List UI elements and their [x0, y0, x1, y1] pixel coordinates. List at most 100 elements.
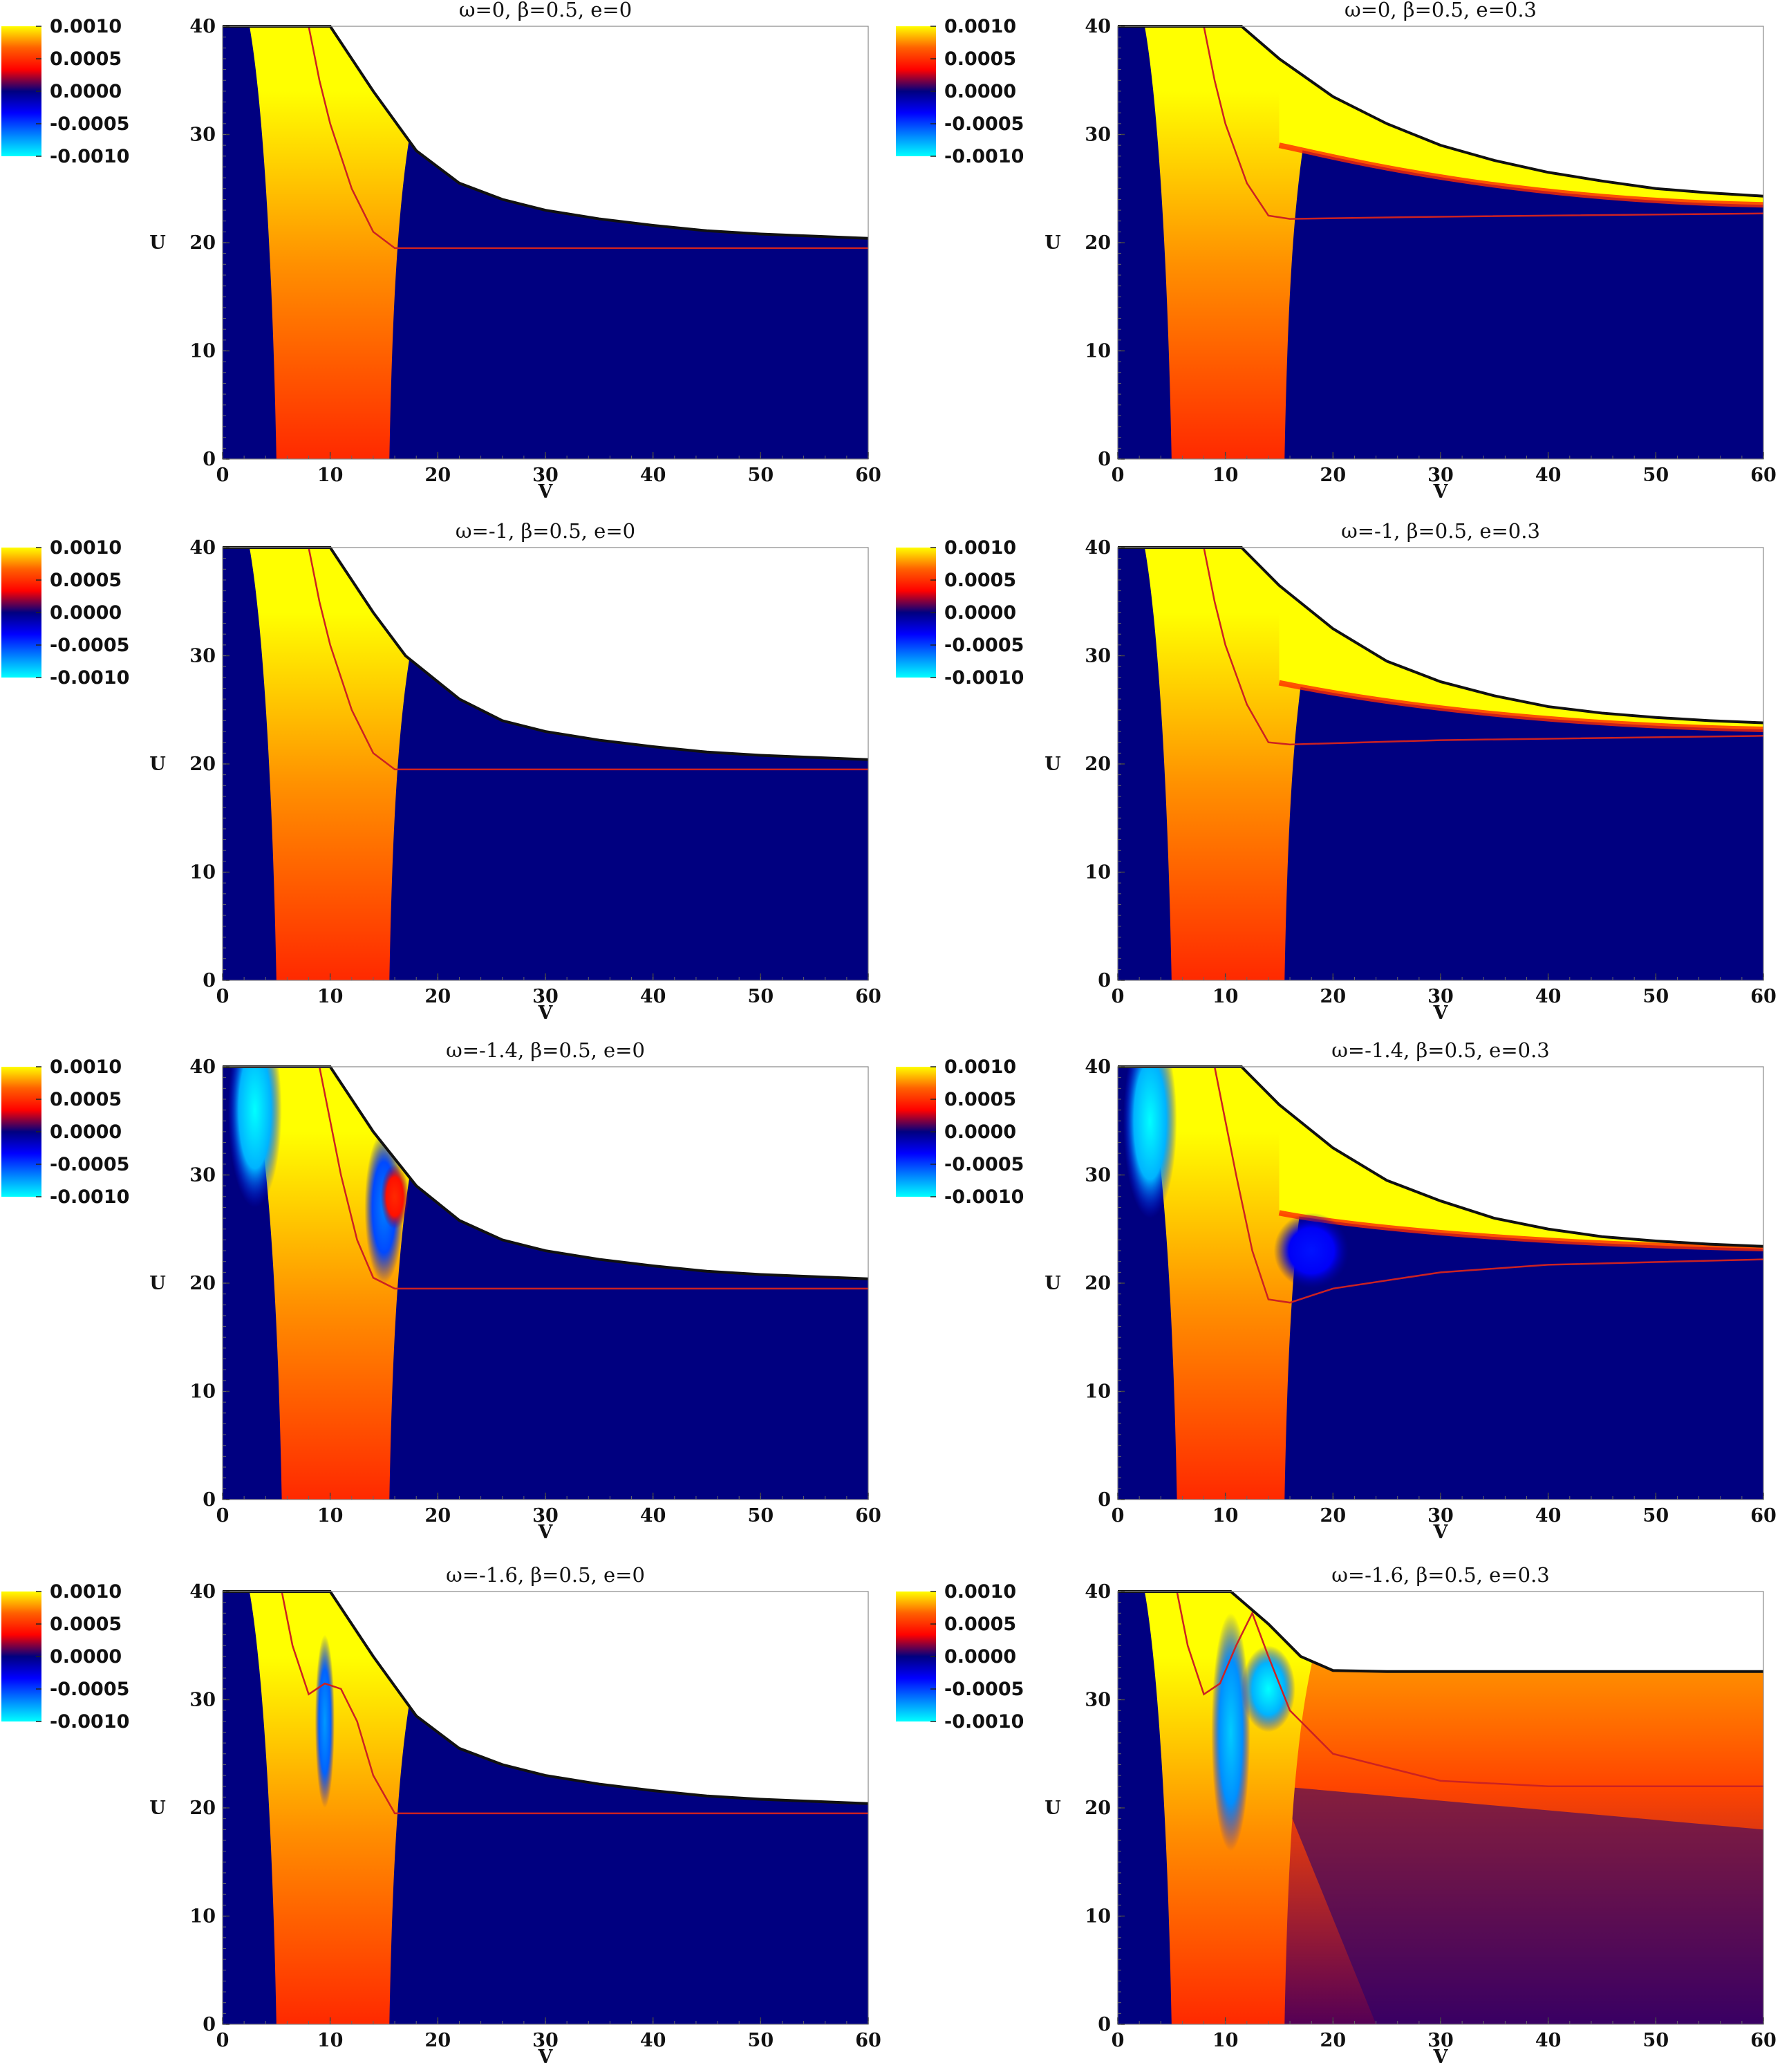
boundary-curve [1118, 1065, 1764, 1248]
x-tick-label: 0 [1112, 986, 1125, 1007]
colorbar-tick-label: -0.0005 [944, 1154, 1024, 1175]
y-axis-label: U [1044, 754, 1061, 775]
colorbar-tick-label: 0.0005 [944, 570, 1016, 591]
colorbar-tick-label: 0.0010 [50, 1056, 122, 1078]
y-tick-label: 40 [1085, 537, 1111, 559]
heatmap-panel: 0 10 20 30 40 50 60 0 10 20 30 40 V Uω=-1, β=0.5, e=0… [896, 519, 1777, 1024]
x-tick-label: 20 [425, 465, 451, 486]
x-tick-label: 40 [1535, 2030, 1562, 2051]
horizon-curve [308, 26, 868, 250]
x-tick-label: 30 [532, 2030, 559, 2051]
heatmap-panel: 0 10 20 30 40 50 60 0 10 20 30 40 V Uω=-1.4, β=0.5, e… [896, 1038, 1777, 1543]
x-tick-label: 50 [1643, 465, 1669, 486]
colorbar-tick-label: -0.0010 [944, 146, 1024, 167]
panel-title: ω=0, β=0.5, e=0 [459, 0, 632, 21]
colorbar-gradient [896, 26, 936, 156]
x-tick-label: 50 [1643, 2030, 1669, 2051]
x-tick-label: 10 [1212, 1505, 1239, 1527]
colorbar: 0.0010 0.0005 0.0000 -0.0005 -0.0010 [1, 1056, 129, 1208]
colorbar-tick-label: 0.0005 [944, 1614, 1016, 1635]
fade-region [1279, 1786, 1763, 2024]
y-tick-label: 20 [189, 1273, 216, 1294]
boundary-curve [223, 25, 869, 240]
y-tick-label: 30 [189, 124, 216, 146]
boundary-curve [1118, 25, 1764, 198]
heatmap-panel: 0 10 20 30 40 50 60 0 10 20 30 40 V Uω=0, β=0.5, e=0 0… [1, 0, 881, 503]
x-axis-label: V [538, 1522, 554, 1543]
x-tick-label: 50 [1643, 986, 1669, 1007]
horizon-curve [1203, 547, 1764, 746]
colorbar-gradient [1, 26, 41, 156]
x-tick-label: 20 [425, 986, 451, 1007]
colorbar-gradient [1, 548, 41, 678]
x-tick-label: 40 [640, 2030, 666, 2051]
field-blob [380, 1164, 409, 1229]
colorbar-tick-label: -0.0005 [50, 635, 129, 656]
colorbar-gradient [1, 1592, 41, 1721]
colorbar-tick-label: 0.0010 [944, 1581, 1016, 1603]
x-tick-label: 60 [1750, 2030, 1777, 2051]
positive-strip [1279, 579, 1763, 729]
x-tick-label: 60 [855, 465, 881, 486]
x-tick-label: 10 [317, 1505, 344, 1527]
x-tick-label: 60 [1750, 986, 1777, 1007]
x-tick-label: 30 [532, 465, 559, 486]
horizon-curve [1176, 1591, 1763, 1787]
x-tick-label: 20 [1320, 986, 1347, 1007]
colorbar-tick-label: 0.0000 [944, 602, 1016, 624]
y-tick-label: 10 [189, 1906, 216, 1928]
colorbar: 0.0010 0.0005 0.0000 -0.0005 -0.0010 [1, 537, 129, 689]
y-tick-label: 0 [1098, 1489, 1111, 1511]
field-blob [1211, 1613, 1250, 1851]
colorbar-tick-label: 0.0005 [944, 48, 1016, 70]
y-tick-label: 0 [203, 449, 216, 470]
colorbar: 0.0010 0.0005 0.0000 -0.0005 -0.0010 [896, 16, 1024, 167]
colorbar-tick-label: -0.0010 [944, 667, 1024, 689]
x-axis-label: V [538, 481, 554, 503]
y-tick-label: 10 [1085, 341, 1111, 362]
x-tick-label: 60 [855, 1505, 881, 1527]
x-tick-label: 50 [748, 465, 774, 486]
x-tick-label: 50 [748, 2030, 774, 2051]
x-tick-label: 40 [640, 1505, 666, 1527]
field-blob [315, 1634, 335, 1808]
strip-edge [1278, 680, 1763, 732]
colorbar-tick-label: 0.0000 [50, 1121, 122, 1143]
y-tick-label: 30 [1085, 124, 1111, 146]
y-tick-label: 20 [1085, 754, 1111, 775]
colorbar-tick-label: -0.0005 [50, 1154, 129, 1175]
strip-edge [1278, 142, 1763, 208]
colorbar-tick-label: 0.0010 [50, 1581, 122, 1603]
x-tick-label: 20 [1320, 1505, 1347, 1527]
colorbar-tick-label: 0.0005 [50, 1614, 122, 1635]
x-tick-label: 40 [640, 986, 666, 1007]
x-tick-label: 30 [1427, 986, 1454, 1007]
colorbar-gradient [896, 1592, 936, 1721]
colorbar: 0.0010 0.0005 0.0000 -0.0005 -0.0010 [1, 1581, 129, 1733]
x-tick-label: 40 [1535, 1505, 1562, 1527]
field-blob [1273, 1213, 1349, 1289]
x-axis-label: V [1433, 481, 1449, 503]
x-tick-label: 20 [425, 1505, 451, 1527]
x-tick-label: 60 [1750, 465, 1777, 486]
y-tick-label: 0 [1098, 970, 1111, 991]
y-tick-label: 40 [1085, 1581, 1111, 1603]
boundary-curve [223, 1590, 869, 1805]
y-tick-label: 30 [1085, 1690, 1111, 1711]
y-tick-label: 40 [1085, 1056, 1111, 1078]
positive-strip [1279, 53, 1763, 205]
colorbar-tick-label: 0.0000 [50, 602, 122, 624]
y-tick-label: 10 [1085, 1906, 1111, 1928]
colorbar-gradient [1, 1067, 41, 1197]
colorbar-tick-label: 0.0010 [50, 16, 122, 37]
positive-band [249, 1592, 438, 2024]
heatmap-panel: 0 10 20 30 40 50 60 0 10 20 30 40 V Uω=-1.6, β=0.5, e… [896, 1563, 1777, 2068]
y-tick-label: 0 [203, 970, 216, 991]
y-tick-label: 0 [1098, 2014, 1111, 2035]
boundary-curve [223, 1065, 869, 1280]
panel-title: ω=-1.4, β=0.5, e=0.3 [1331, 1038, 1550, 1062]
positive-strip [1279, 1099, 1763, 1249]
panel-title: ω=-1.6, β=0.5, e=0.3 [1331, 1563, 1550, 1587]
colorbar-tick-label: 0.0010 [944, 1056, 1016, 1078]
y-tick-label: 0 [203, 2014, 216, 2035]
